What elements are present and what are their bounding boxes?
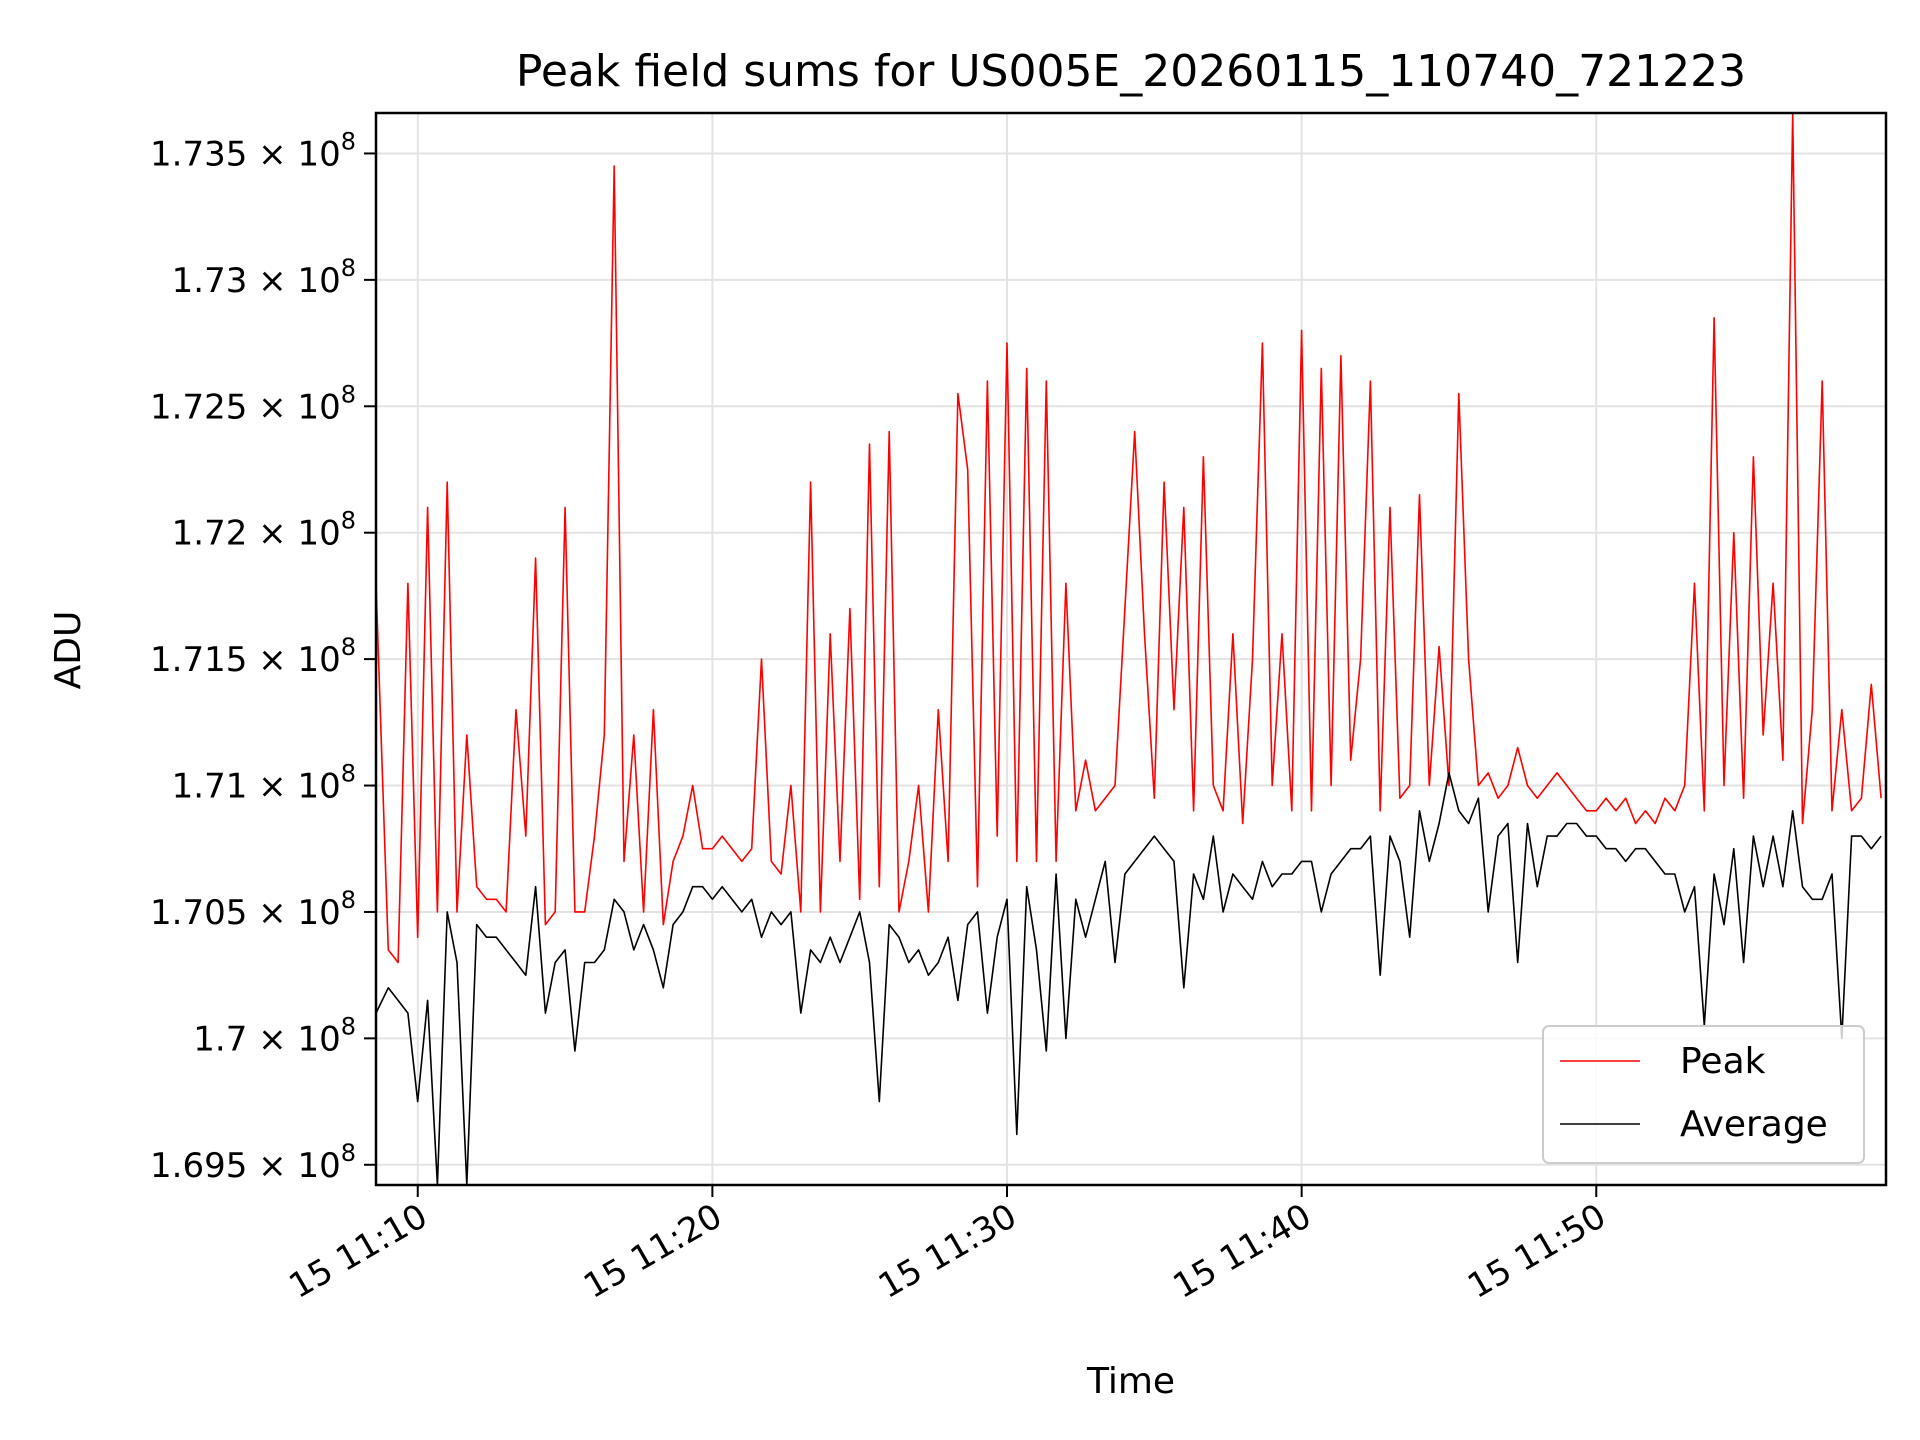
y-tick-mantissa: 1.71 bbox=[172, 767, 248, 807]
y-tick-label: 1.715 × 108 bbox=[150, 633, 356, 680]
x-tick-label: 15 11:50 bbox=[1461, 1196, 1613, 1307]
y-tick-exponent: 8 bbox=[341, 380, 356, 408]
series-line-average bbox=[375, 772, 1882, 1186]
y-tick-label: 1.7 × 108 bbox=[193, 1012, 356, 1059]
y-tick-exponent: 8 bbox=[341, 1139, 356, 1167]
y-tick-exponent: 8 bbox=[341, 633, 356, 661]
x-tick-label: 15 11:30 bbox=[872, 1196, 1024, 1307]
y-tick-mantissa: 1.715 bbox=[150, 640, 247, 680]
y-tick-multiplier: × 10 bbox=[247, 1019, 340, 1059]
y-tick-mantissa: 1.695 bbox=[150, 1146, 247, 1186]
plot-series bbox=[375, 112, 1882, 1186]
y-tick-multiplier: × 10 bbox=[247, 893, 340, 933]
y-tick-label: 1.705 × 108 bbox=[150, 886, 356, 933]
y-tick-mantissa: 1.705 bbox=[150, 893, 247, 933]
y-tick-multiplier: × 10 bbox=[247, 514, 340, 554]
y-tick-label: 1.735 × 108 bbox=[150, 127, 356, 174]
y-tick-exponent: 8 bbox=[341, 507, 356, 535]
y-tick-multiplier: × 10 bbox=[247, 261, 340, 301]
y-tick-label: 1.725 × 108 bbox=[150, 380, 356, 427]
legend-label-peak: Peak bbox=[1680, 1041, 1766, 1082]
y-tick-multiplier: × 10 bbox=[247, 1146, 340, 1186]
y-tick-multiplier: × 10 bbox=[247, 640, 340, 680]
y-tick-mantissa: 1.725 bbox=[150, 387, 247, 427]
y-tick-exponent: 8 bbox=[341, 760, 356, 788]
x-tick-label: 15 11:40 bbox=[1166, 1196, 1318, 1307]
y-tick-label: 1.72 × 108 bbox=[172, 507, 356, 554]
y-tick-mantissa: 1.72 bbox=[172, 514, 248, 554]
y-tick-mantissa: 1.73 bbox=[172, 261, 248, 301]
x-axis-label: Time bbox=[1086, 1361, 1175, 1402]
y-axis-label: ADU bbox=[48, 611, 89, 690]
y-tick-mantissa: 1.7 bbox=[193, 1019, 247, 1059]
y-tick-label: 1.71 × 108 bbox=[172, 760, 356, 807]
y-tick-exponent: 8 bbox=[341, 254, 356, 282]
x-axis-ticks: 15 11:10 15 11:20 15 11:30 15 11:40 15 11:50 bbox=[283, 1185, 1613, 1307]
x-tick-label: 15 11:20 bbox=[577, 1196, 729, 1307]
grid bbox=[376, 113, 1886, 1185]
y-tick-multiplier: × 10 bbox=[247, 134, 340, 174]
plot-frame bbox=[374, 111, 1888, 1187]
y-tick-exponent: 8 bbox=[341, 1012, 356, 1040]
legend-label-average: Average bbox=[1680, 1104, 1828, 1145]
x-tick-label: 15 11:10 bbox=[283, 1196, 435, 1307]
chart-title: Peak field sums for US005E_20260115_1107… bbox=[516, 46, 1746, 97]
y-tick-multiplier: × 10 bbox=[247, 767, 340, 807]
y-tick-multiplier: × 10 bbox=[247, 387, 340, 427]
y-tick-label: 1.73 × 108 bbox=[172, 254, 356, 301]
y-tick-exponent: 8 bbox=[341, 886, 356, 914]
series-line-peak bbox=[375, 112, 1882, 964]
y-tick-mantissa: 1.735 bbox=[150, 134, 247, 174]
y-tick-exponent: 8 bbox=[341, 127, 356, 155]
y-tick-label: 1.695 × 108 bbox=[150, 1139, 356, 1186]
legend: Peak Average bbox=[1542, 1025, 1865, 1164]
